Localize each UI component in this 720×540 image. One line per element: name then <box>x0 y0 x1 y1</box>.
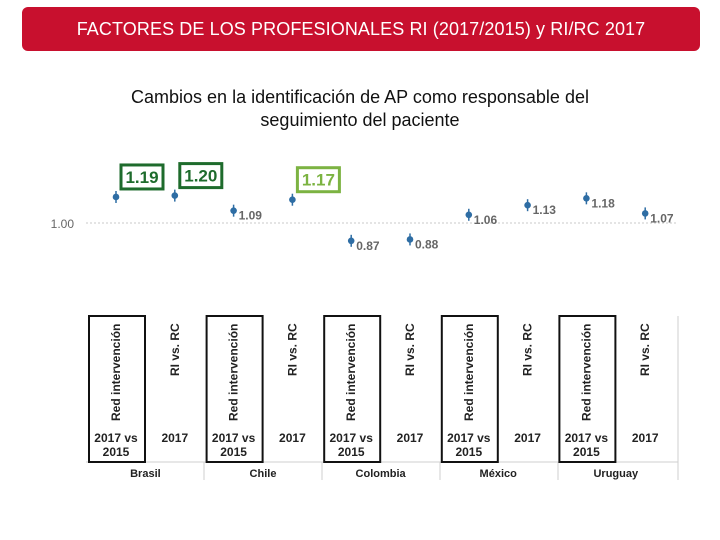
subtitle-line-2: seguimiento del paciente <box>260 110 460 130</box>
chart-subtitle: Cambios en la identificación de AP como … <box>70 86 650 132</box>
data-label: 1.13 <box>533 203 557 217</box>
rotated-category-label: Red intervención <box>344 324 358 421</box>
data-point <box>583 195 590 202</box>
period-label: 2015 <box>338 445 365 459</box>
subtitle-line-1: Cambios en la identificación de AP como … <box>131 87 589 107</box>
data-point <box>171 192 179 199</box>
data-point <box>465 211 473 219</box>
highlight-box <box>119 163 165 191</box>
data-label: 1.20 <box>184 167 217 186</box>
data-label: 1.09 <box>239 209 263 223</box>
period-label: 2015 <box>573 445 600 459</box>
data-point <box>641 210 649 217</box>
data-point <box>230 207 237 214</box>
period-label: 2017 <box>397 431 424 445</box>
category-box <box>205 315 264 463</box>
period-label: 2015 <box>103 445 130 459</box>
rotated-category-label: Red intervención <box>109 324 123 421</box>
period-label: 2017 vs <box>94 431 138 445</box>
period-label: 2017 vs <box>565 431 609 445</box>
data-label: 1.17 <box>302 171 335 190</box>
highlight-box <box>178 162 224 190</box>
data-label: 1.07 <box>650 211 674 225</box>
rotated-category-label: Red intervención <box>462 324 476 421</box>
page-title: FACTORES DE LOS PROFESIONALES RI (2017/2… <box>22 7 700 51</box>
data-label: 1.18 <box>591 196 615 210</box>
reference-label: 1.00 <box>51 217 75 231</box>
rotated-category-label: RI vs. RC <box>638 323 652 376</box>
country-label: Uruguay <box>593 468 639 480</box>
country-label: Colombia <box>356 468 407 480</box>
period-label: 2017 <box>279 431 306 445</box>
rotated-category-label: Red intervención <box>579 324 593 421</box>
period-label: 2015 <box>220 445 247 459</box>
data-point <box>289 196 296 204</box>
period-label: 2017 vs <box>447 431 491 445</box>
data-label: 1.19 <box>125 168 158 187</box>
rotated-category-label: RI vs. RC <box>285 323 299 376</box>
rotated-category-label: Red intervención <box>227 324 241 421</box>
data-label: 0.88 <box>415 237 439 251</box>
data-point <box>524 201 531 209</box>
period-label: 2017 <box>632 431 659 445</box>
highlight-box <box>295 166 341 194</box>
rotated-category-label: RI vs. RC <box>521 323 535 376</box>
period-label: 2015 <box>455 445 482 459</box>
data-label: 0.87 <box>356 239 380 253</box>
country-label: Chile <box>250 468 277 480</box>
rotated-category-label: RI vs. RC <box>168 323 182 376</box>
data-point <box>112 193 120 201</box>
data-label: 1.06 <box>474 213 498 227</box>
country-label: Brasil <box>130 468 161 480</box>
period-label: 2017 <box>161 431 188 445</box>
category-box <box>88 315 146 463</box>
category-box <box>440 315 499 463</box>
category-box <box>558 315 617 463</box>
category-panel <box>86 316 678 480</box>
rotated-category-label: RI vs. RC <box>403 323 417 376</box>
period-label: 2017 <box>514 431 541 445</box>
period-label: 2017 vs <box>330 431 374 445</box>
data-point <box>347 237 355 245</box>
category-box <box>323 315 382 463</box>
country-label: México <box>480 468 518 480</box>
data-point <box>406 236 414 243</box>
period-label: 2017 vs <box>212 431 256 445</box>
